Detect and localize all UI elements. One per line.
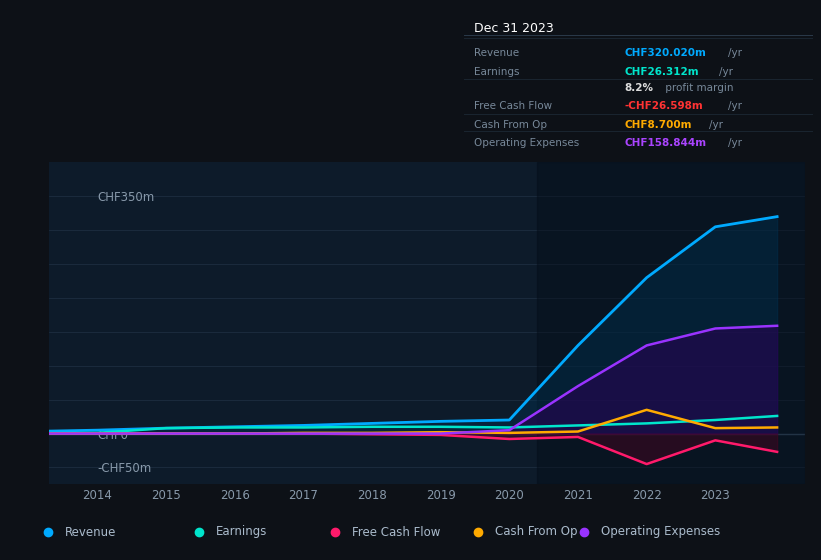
Text: Earnings: Earnings xyxy=(475,67,520,77)
Text: /yr: /yr xyxy=(728,138,742,148)
Bar xyxy=(537,162,805,484)
Text: /yr: /yr xyxy=(728,101,742,111)
Text: Dec 31 2023: Dec 31 2023 xyxy=(475,22,554,35)
Text: 8.2%: 8.2% xyxy=(624,83,654,94)
Text: /yr: /yr xyxy=(718,67,732,77)
Text: CHF320.020m: CHF320.020m xyxy=(624,48,706,58)
Text: Cash From Op: Cash From Op xyxy=(475,120,548,130)
Text: CHF158.844m: CHF158.844m xyxy=(624,138,707,148)
Text: Earnings: Earnings xyxy=(216,525,267,539)
Text: Operating Expenses: Operating Expenses xyxy=(475,138,580,148)
Text: Free Cash Flow: Free Cash Flow xyxy=(351,525,440,539)
Text: CHF26.312m: CHF26.312m xyxy=(624,67,699,77)
Text: Revenue: Revenue xyxy=(475,48,520,58)
Text: Operating Expenses: Operating Expenses xyxy=(601,525,720,539)
Text: /yr: /yr xyxy=(709,120,723,130)
Text: Revenue: Revenue xyxy=(65,525,116,539)
Text: /yr: /yr xyxy=(728,48,742,58)
Text: CHF8.700m: CHF8.700m xyxy=(624,120,692,130)
Text: -CHF26.598m: -CHF26.598m xyxy=(624,101,703,111)
Text: Cash From Op: Cash From Op xyxy=(495,525,578,539)
Text: profit margin: profit margin xyxy=(662,83,733,94)
Text: Free Cash Flow: Free Cash Flow xyxy=(475,101,553,111)
